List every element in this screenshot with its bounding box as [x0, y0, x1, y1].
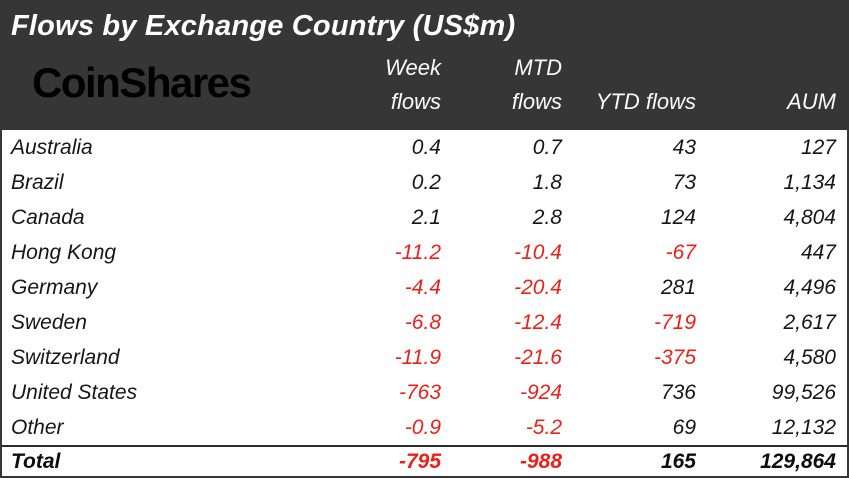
column-header-mtd-flows: MTD flows: [441, 51, 562, 119]
mtd-flows-value: 0.7: [532, 135, 562, 159]
country-label: Germany: [11, 275, 98, 299]
ytd-flows-value: 43: [672, 135, 696, 159]
column-header-week-flows: Week flows: [332, 51, 441, 119]
week-flows-value: -11.2: [394, 240, 441, 264]
mtd-flows-value: 1.8: [532, 170, 562, 194]
week-flows-value: 2.1: [411, 205, 441, 229]
ytd-flows-value: 736: [660, 380, 696, 404]
country-label: Brazil: [11, 170, 64, 194]
aum-value: 99,526: [771, 380, 836, 404]
week-flows-value: -0.9: [404, 415, 441, 439]
column-header-mtd-line1: MTD: [514, 54, 562, 80]
aum-value: 1,134: [783, 170, 836, 194]
ytd-flows-value: 73: [672, 170, 696, 194]
column-header-ytd-flows: YTD flows: [595, 88, 696, 114]
column-header-mtd-line2: flows: [511, 88, 562, 114]
total-aum-value: 129,864: [760, 449, 836, 473]
ytd-flows-value: 281: [660, 275, 696, 299]
mtd-flows-value: 2.8: [532, 205, 562, 229]
country-label: Other: [11, 415, 64, 439]
mtd-flows-value: -924: [519, 380, 562, 404]
country-label: Canada: [11, 205, 85, 229]
ytd-flows-value: -67: [665, 240, 696, 264]
column-header-week-line1: Week: [385, 54, 441, 80]
week-flows-value: -11.9: [394, 345, 441, 369]
country-label: Hong Kong: [11, 240, 117, 264]
mtd-flows-value: -20.4: [514, 275, 562, 299]
aum-value: 447: [800, 240, 836, 264]
mtd-flows-value: -5.2: [525, 415, 562, 439]
week-flows-value: 0.2: [411, 170, 441, 194]
panel-title: Flows by Exchange Country (US$m): [11, 10, 516, 42]
mtd-flows-value: -21.6: [514, 345, 562, 369]
week-flows-value: -6.8: [404, 310, 441, 334]
table-row-brazil: Brazil 0.2 1.8 73 1,134: [2, 165, 847, 200]
table-row-united-states: United States -763 -924 736 99,526: [2, 375, 847, 410]
country-label: Sweden: [11, 310, 87, 334]
ytd-flows-value: -375: [653, 345, 696, 369]
column-header-row: CoinShares Week flows MTD flows YTD flow…: [2, 43, 847, 126]
ytd-flows-value: 124: [660, 205, 696, 229]
table-row-australia: Australia 0.4 0.7 43 127: [2, 130, 847, 165]
coinshares-logo: CoinShares: [32, 59, 252, 106]
table-row-canada: Canada 2.1 2.8 124 4,804: [2, 200, 847, 235]
total-ytd-flows-value: 165: [660, 449, 696, 473]
aum-value: 127: [800, 135, 836, 159]
mtd-flows-value: -12.4: [514, 310, 562, 334]
country-label: Switzerland: [11, 345, 120, 369]
week-flows-value: -4.4: [404, 275, 441, 299]
total-week-flows-value: -795: [398, 449, 441, 473]
table-row-hong-kong: Hong Kong -11.2 -10.4 -67 447: [2, 235, 847, 270]
ytd-flows-value: 69: [672, 415, 696, 439]
table-row-total: Total -795 -988 165 129,864: [2, 445, 847, 476]
aum-value: 12,132: [771, 415, 836, 439]
table-row-switzerland: Switzerland -11.9 -21.6 -375 4,580: [2, 340, 847, 375]
country-label: Australia: [11, 135, 93, 159]
aum-value: 4,580: [783, 345, 836, 369]
total-label: Total: [11, 449, 61, 473]
aum-value: 2,617: [783, 310, 836, 334]
flows-table-body: Australia 0.4 0.7 43 127 Brazil 0.2 1.8 …: [2, 130, 847, 476]
week-flows-value: 0.4: [411, 135, 441, 159]
aum-value: 4,804: [783, 205, 836, 229]
total-mtd-flows-value: -988: [519, 449, 562, 473]
panel-header: Flows by Exchange Country (US$m) CoinSha…: [2, 2, 847, 130]
table-row-sweden: Sweden -6.8 -12.4 -719 2,617: [2, 305, 847, 340]
mtd-flows-value: -10.4: [514, 240, 562, 264]
table-row-germany: Germany -4.4 -20.4 281 4,496: [2, 270, 847, 305]
table-row-other: Other -0.9 -5.2 69 12,132: [2, 410, 847, 445]
ytd-flows-value: -719: [653, 310, 696, 334]
column-header-week-line2: flows: [390, 88, 441, 114]
aum-value: 4,496: [783, 275, 836, 299]
week-flows-value: -763: [398, 380, 441, 404]
country-label: United States: [11, 380, 138, 404]
column-header-aum: AUM: [787, 88, 836, 114]
